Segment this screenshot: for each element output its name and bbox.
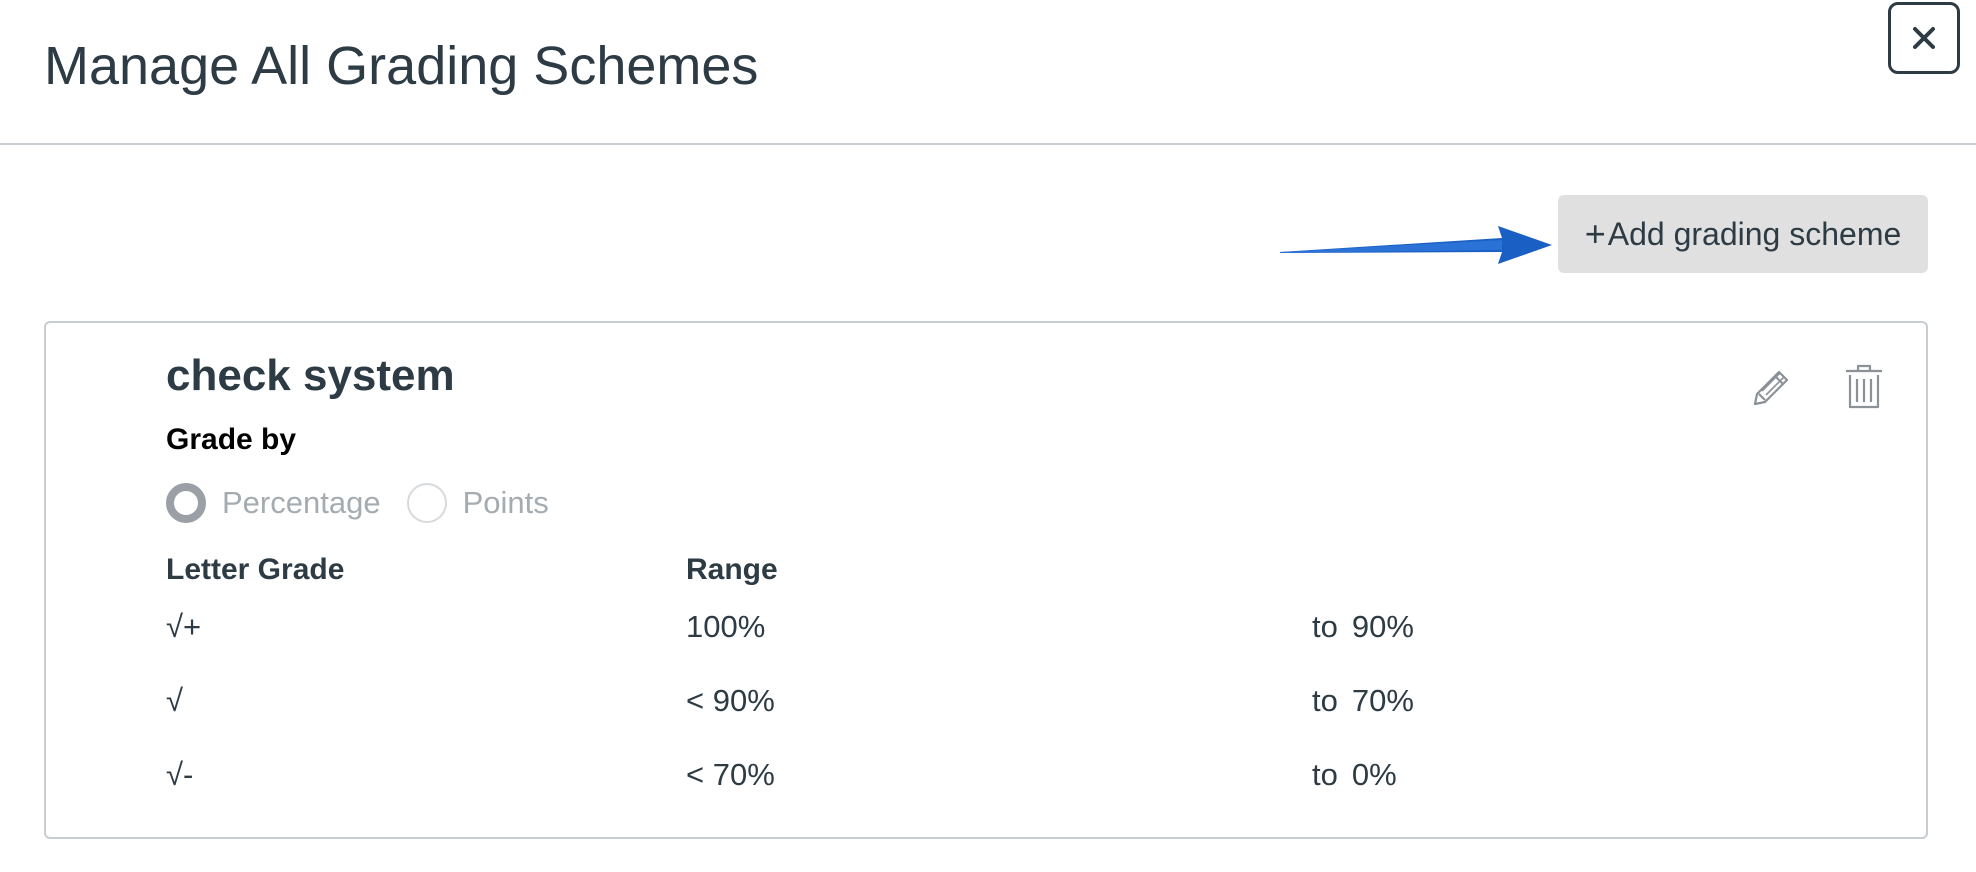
grade-row: √- < 70% to 0% (46, 757, 1926, 807)
letter-grade-value: √+ (166, 609, 202, 644)
pencil-icon (1753, 370, 1789, 406)
range-min: to 70% (1312, 683, 1414, 719)
range-max-value: < 90% (686, 683, 775, 718)
plus-icon: + (1584, 213, 1606, 254)
range-min: to 90% (1312, 609, 1414, 645)
percentage-radio[interactable] (166, 483, 206, 523)
modal-title: Manage All Grading Schemes (44, 36, 759, 96)
trash-icon (1846, 364, 1882, 409)
letter-grade-column-header: Letter Grade (166, 553, 345, 586)
grade-row: √ < 90% to 70% (46, 683, 1926, 733)
grade-by-percentage-option[interactable]: Percentage (166, 483, 381, 523)
add-grading-scheme-button[interactable]: + Add grading scheme (1558, 195, 1928, 273)
range-min-value: 0% (1351, 757, 1397, 792)
points-radio-label: Points (462, 485, 549, 520)
modal-header: Manage All Grading Schemes (0, 0, 1976, 145)
range-to-label: to (1312, 757, 1338, 792)
range-max-value: 100% (686, 609, 766, 644)
range-min-value: 90% (1351, 609, 1414, 644)
range-min: to 0% (1312, 757, 1397, 793)
close-button[interactable] (1888, 2, 1960, 74)
grade-by-label: Grade by (166, 423, 297, 456)
add-grading-scheme-label: Add grading scheme (1607, 215, 1902, 252)
range-to-label: to (1312, 609, 1338, 644)
range-column-header: Range (686, 553, 778, 586)
letter-grade-value: √ (166, 683, 184, 718)
scheme-title: check system (166, 351, 455, 400)
range-max-value: < 70% (686, 757, 775, 792)
grade-by-points-option[interactable]: Points (406, 483, 549, 523)
range-min-value: 70% (1351, 683, 1414, 718)
close-icon (1913, 27, 1935, 49)
arrow-right-icon (1280, 226, 1552, 264)
range-to-label: to (1312, 683, 1338, 718)
edit-scheme-button[interactable] (1746, 361, 1798, 413)
letter-grade-value: √- (166, 757, 194, 792)
grade-by-radio-group: Percentage Points (166, 483, 575, 523)
points-radio[interactable] (406, 483, 447, 523)
grade-row: √+ 100% to 90% (46, 609, 1926, 659)
delete-scheme-button[interactable] (1838, 361, 1890, 413)
percentage-radio-label: Percentage (222, 485, 381, 520)
grading-scheme-card: check system (44, 321, 1928, 839)
